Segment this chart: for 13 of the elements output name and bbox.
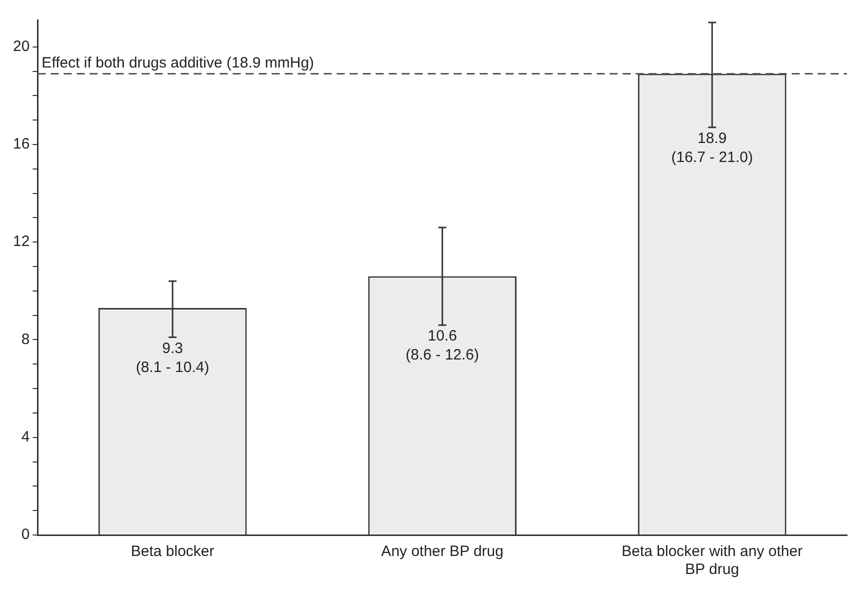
- x-tick-label: Beta blocker with any other BP drug: [622, 543, 803, 578]
- x-tick-label: Any other BP drug: [381, 543, 504, 560]
- data-label: 10.6 (8.6 - 12.6): [406, 328, 480, 364]
- y-tick-label: 4: [21, 428, 30, 446]
- ref-line-label: Effect if both drugs additive (18.9 mmHg): [42, 54, 314, 72]
- y-tick-label: 16: [12, 136, 30, 153]
- x-tick-label: Beta blocker: [130, 543, 214, 560]
- y-tick-label: 0: [21, 526, 30, 544]
- data-label: 9.3 (8.1 - 10.4): [136, 340, 210, 376]
- data-label: 18.9 (16.7 - 21.0): [671, 130, 753, 166]
- y-tick-label: 8: [21, 330, 30, 348]
- y-tick-label: 20: [12, 38, 30, 55]
- y-tick-label: 12: [12, 233, 30, 250]
